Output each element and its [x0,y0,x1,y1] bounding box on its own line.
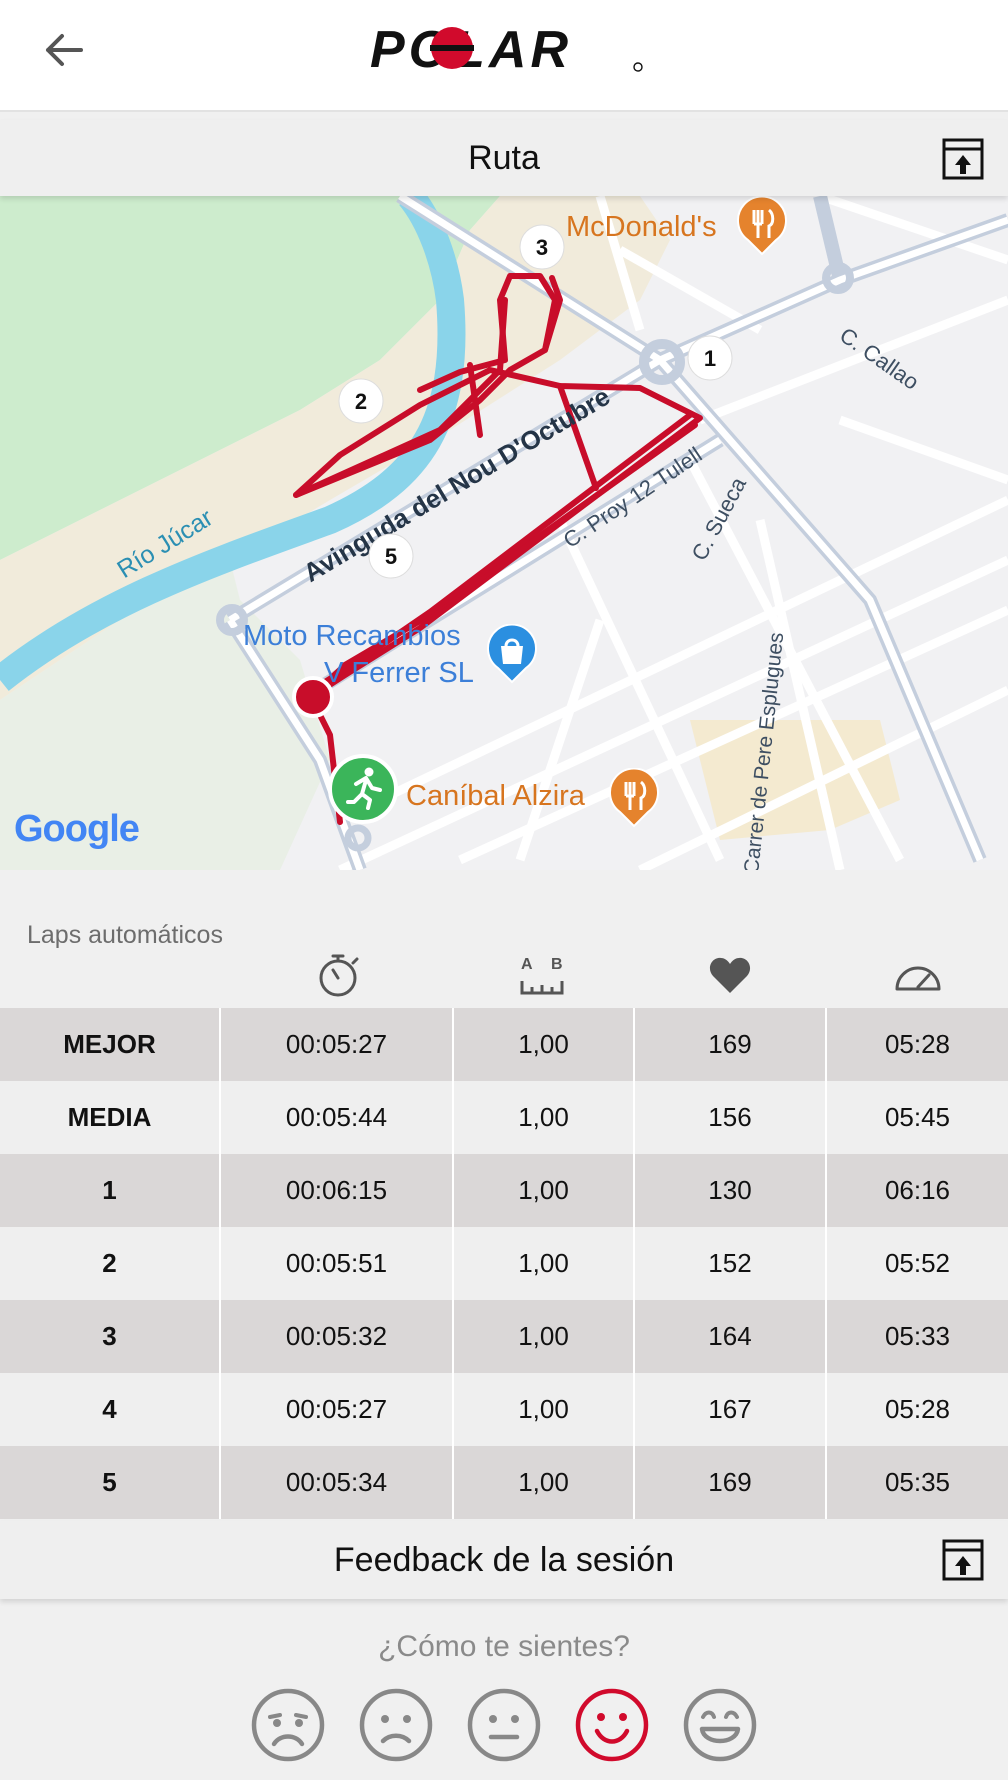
lap-time: 00:06:15 [219,1154,453,1227]
feedback-question: ¿Cómo te sientes? [378,1630,630,1663]
lap-label: 4 [0,1373,220,1446]
route-title: Ruta [468,138,540,177]
lap-pace: 05:28 [825,1008,1008,1081]
lap-heart-rate: 156 [633,1081,826,1154]
lap-pace: 06:16 [825,1154,1008,1227]
lap-marker-5[interactable]: 5 [364,529,418,583]
route-header: Ruta [0,120,1008,196]
lap-distance: 1,00 [452,1081,634,1154]
lap-label: 1 [0,1154,220,1227]
poi-label-moto-line1[interactable]: Moto Recambios [243,620,461,652]
distance-icon: A B [517,950,567,1000]
table-row: 5 00:05:34 1,00 169 05:35 [0,1446,1008,1519]
shopping-pin-icon[interactable] [486,624,538,684]
share-button[interactable] [942,138,984,180]
heart-icon [705,950,755,1000]
lap-label: 5 [0,1446,220,1519]
top-bar: POLAR [0,0,1008,112]
poi-label-canibal[interactable]: Caníbal Alzira [406,780,585,812]
lap-heart-rate: 152 [633,1227,826,1300]
laps-table: MEJOR 00:05:27 1,00 169 05:28 MEDIA 00:0… [0,1008,1008,1519]
lap-label: 2 [0,1227,220,1300]
restaurant-pin-icon[interactable] [736,196,788,256]
lap-time: 00:05:32 [219,1300,453,1373]
lap-distance: 1,00 [452,1008,634,1081]
neutral-face-icon[interactable] [466,1687,542,1763]
lap-distance: 1,00 [452,1373,634,1446]
table-row: MEDIA 00:05:44 1,00 156 05:45 [0,1081,1008,1154]
lap-pace: 05:45 [825,1081,1008,1154]
lap-distance: 1,00 [452,1446,634,1519]
sad-face-icon[interactable] [358,1687,434,1763]
table-row: MEJOR 00:05:27 1,00 169 05:28 [0,1008,1008,1081]
lap-marker-1[interactable]: 1 [683,331,737,385]
lap-heart-rate: 167 [633,1373,826,1446]
lap-time: 00:05:27 [219,1373,453,1446]
svg-text:5: 5 [385,544,397,569]
lap-heart-rate: 169 [633,1446,826,1519]
lap-pace: 05:28 [825,1373,1008,1446]
back-arrow-icon [46,34,83,66]
lap-marker-2[interactable]: 2 [334,374,388,428]
lap-pace: 05:35 [825,1446,1008,1519]
svg-text:B: B [551,956,563,973]
lap-label: 3 [0,1300,220,1373]
lap-time: 00:05:44 [219,1081,453,1154]
route-map[interactable]: McDonald's Caníbal Alzira Moto Recambios… [0,196,1008,870]
google-attribution: Google [14,808,140,850]
back-button[interactable] [30,22,96,78]
lap-heart-rate: 169 [633,1008,826,1081]
lap-pace: 05:52 [825,1227,1008,1300]
restaurant-pin-icon[interactable] [608,768,660,828]
share-button[interactable] [942,1539,984,1581]
very-sad-face-icon[interactable] [250,1687,326,1763]
lap-marker-3[interactable]: 3 [515,220,569,274]
table-row: 4 00:05:27 1,00 167 05:28 [0,1373,1008,1446]
laps-title: Laps automáticos [27,921,223,949]
svg-text:2: 2 [355,389,367,414]
svg-text:1: 1 [704,346,716,371]
table-row: 2 00:05:51 1,00 152 05:52 [0,1227,1008,1300]
lap-heart-rate: 164 [633,1300,826,1373]
speedometer-icon [893,950,943,1000]
lap-distance: 1,00 [452,1227,634,1300]
lap-time: 00:05:51 [219,1227,453,1300]
lap-distance: 1,00 [452,1154,634,1227]
lap-label: MEDIA [0,1081,220,1154]
table-row: 3 00:05:32 1,00 164 05:33 [0,1300,1008,1373]
very-happy-face-icon[interactable] [682,1687,758,1763]
svg-text:A: A [521,956,533,973]
feedback-header: Feedback de la sesión [0,1521,1008,1599]
lap-pace: 05:33 [825,1300,1008,1373]
feedback-title: Feedback de la sesión [333,1540,675,1579]
happy-face-icon[interactable] [574,1687,650,1763]
lap-distance: 1,00 [452,1300,634,1373]
lap-heart-rate: 130 [633,1154,826,1227]
table-row: 1 00:06:15 1,00 130 06:16 [0,1154,1008,1227]
polar-logo: POLAR [370,21,643,76]
map-canvas [0,196,1008,870]
finish-marker[interactable] [290,674,336,720]
lap-time: 00:05:27 [219,1008,453,1081]
stopwatch-icon [313,950,363,1000]
svg-text:3: 3 [536,235,548,260]
poi-label-moto-line2[interactable]: V Ferrer SL [324,657,474,689]
lap-label: MEJOR [0,1008,220,1081]
lap-time: 00:05:34 [219,1446,453,1519]
start-runner-icon[interactable] [326,752,400,826]
poi-label-mcdonalds[interactable]: McDonald's [566,211,717,243]
